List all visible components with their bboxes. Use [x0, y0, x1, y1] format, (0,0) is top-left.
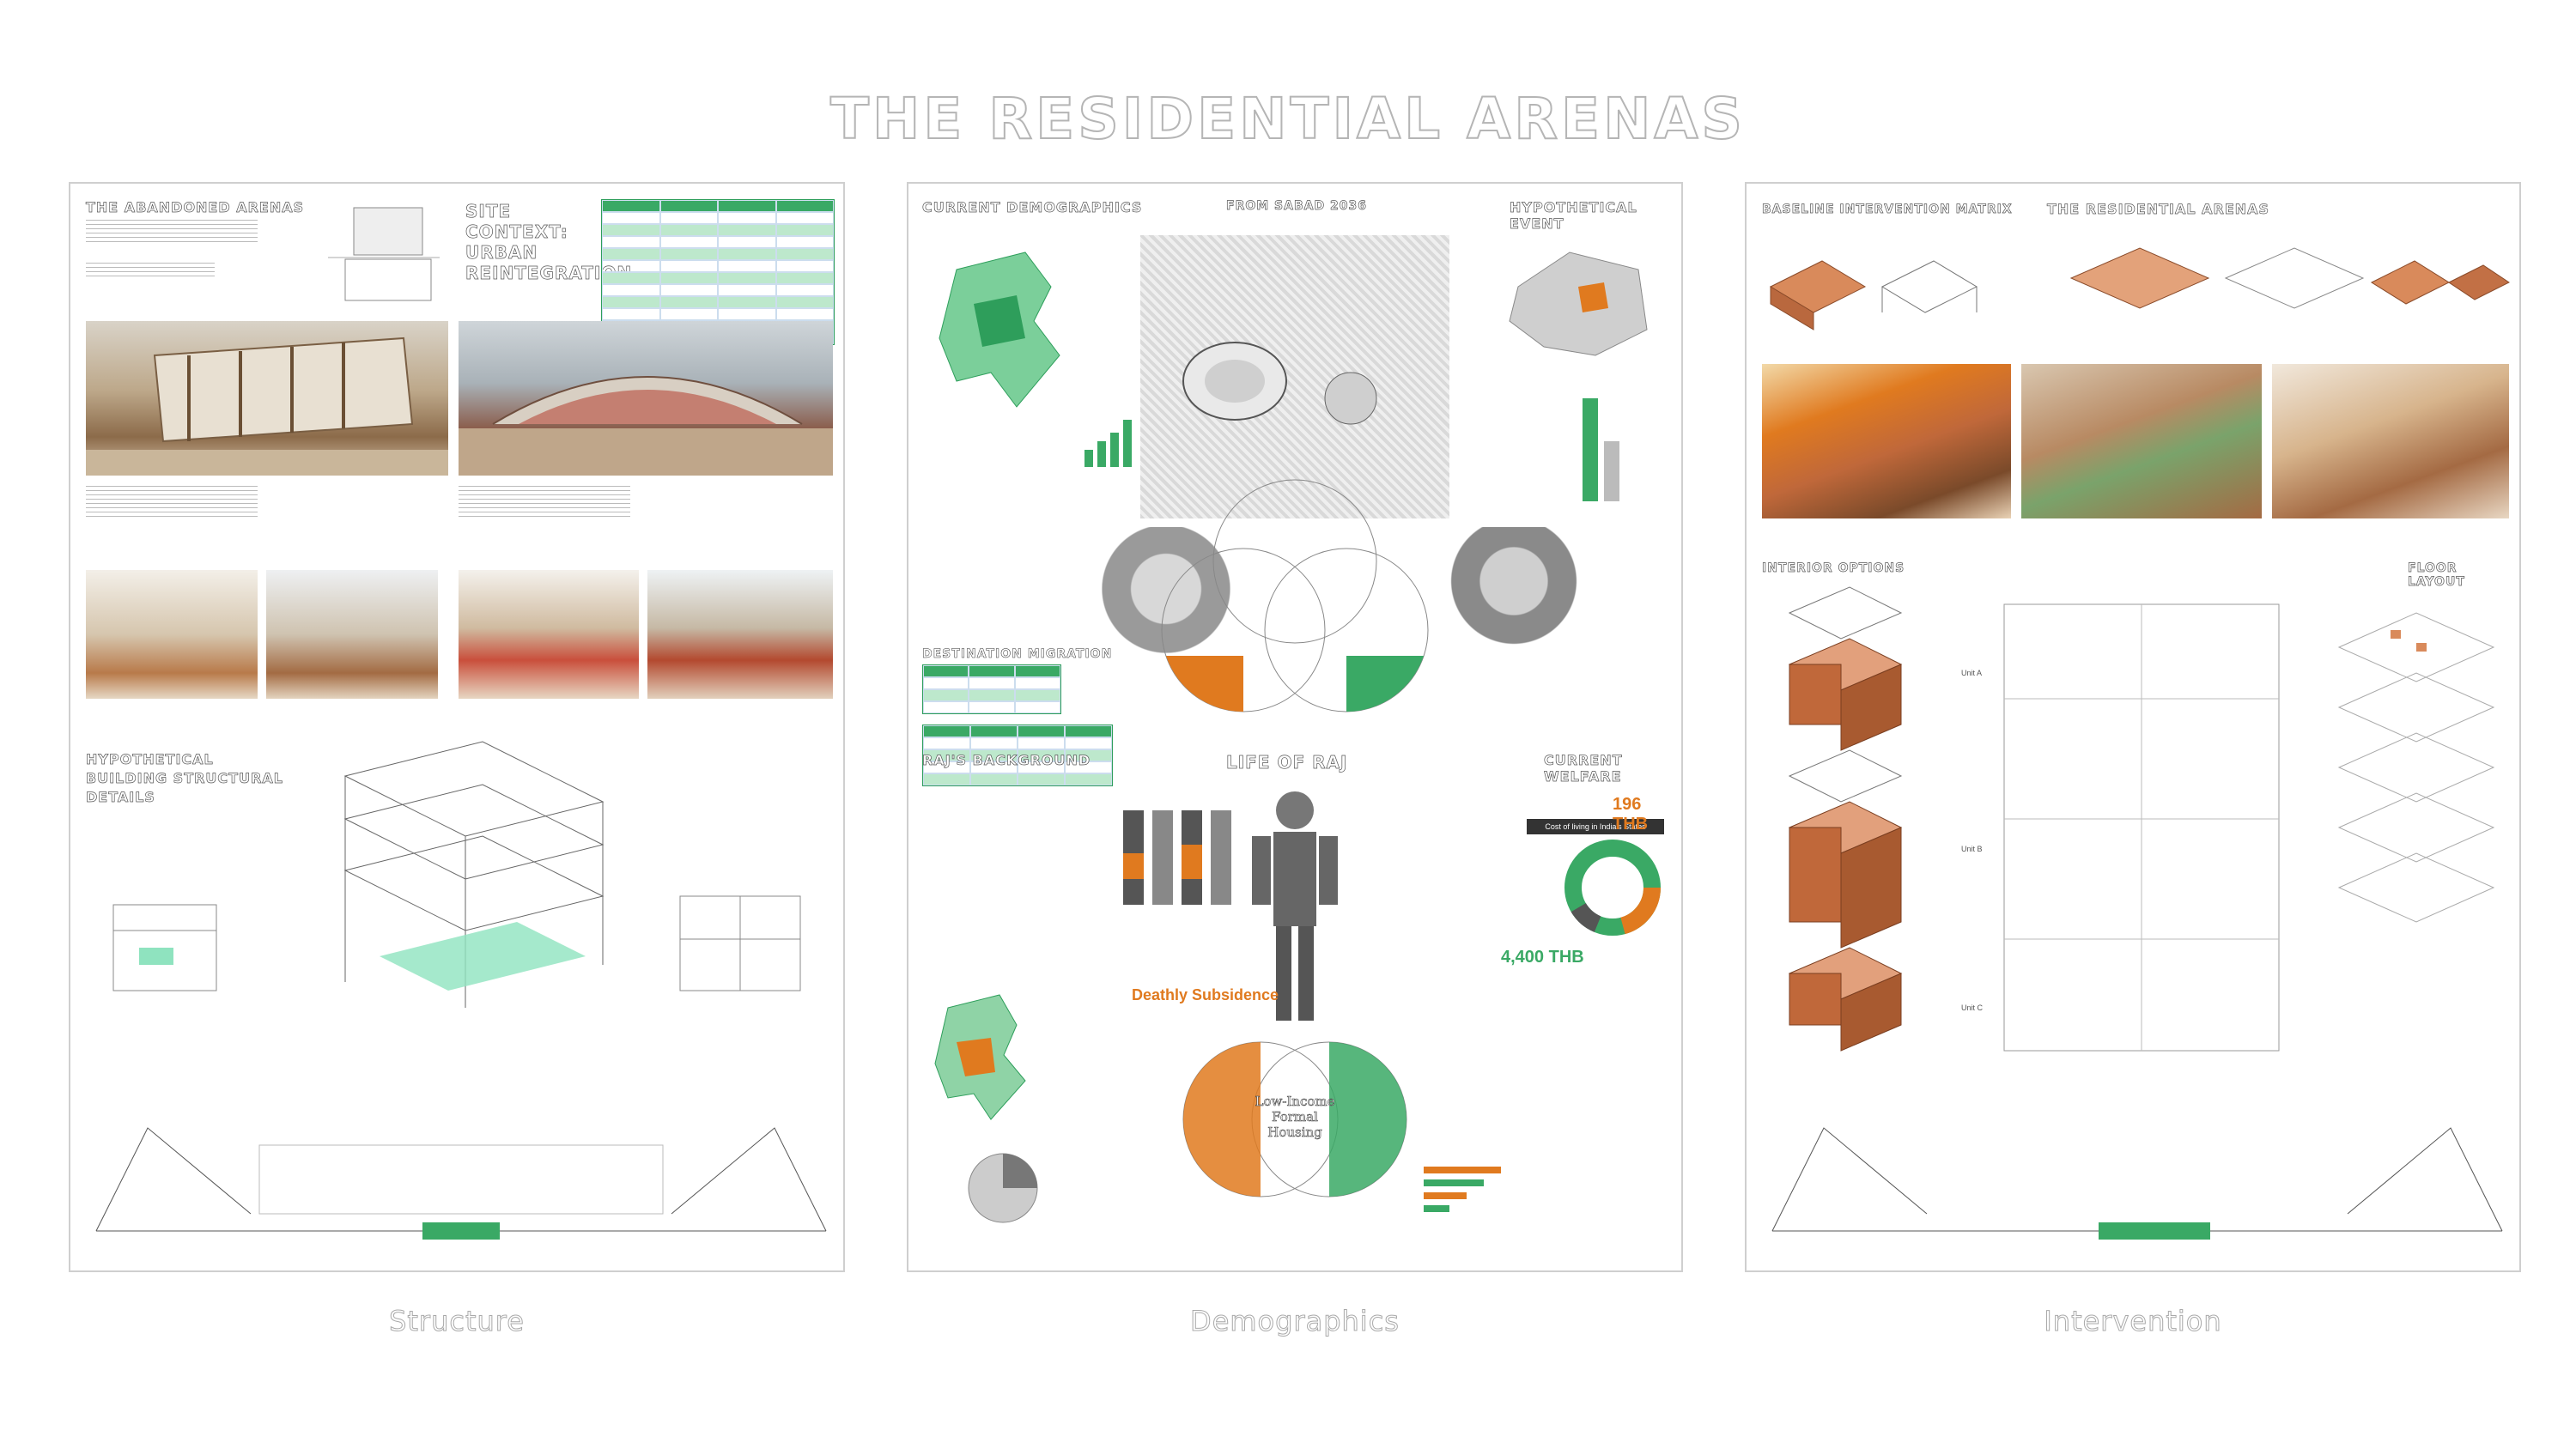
venn-center-label: Low-Income Formal Housing — [1255, 1094, 1335, 1141]
floor-plan-drawing — [2003, 603, 2280, 1052]
intervention-long-section — [1771, 1127, 2503, 1240]
caption-text — [86, 486, 258, 517]
cost-of-living-bar: Cost of living in India's States — [1527, 819, 1664, 834]
stair-section-drawing — [112, 904, 217, 991]
exterior-render-4 — [647, 570, 833, 699]
long-section-drawing — [95, 1127, 827, 1240]
gujarat-map — [1509, 252, 1648, 356]
section-event-heading: HYPOTHETICAL EVENT — [1510, 199, 1637, 233]
board-demographics[interactable]: CURRENT DEMOGRAPHICS FROM SABAD 2036 HYP… — [907, 182, 1683, 1272]
section-life-heading: LIFE OF RAJ — [1226, 752, 1348, 773]
exterior-render-1 — [86, 570, 258, 699]
page-title: THE RESIDENTIAL ARENAS — [829, 85, 1746, 153]
subsidence-heading: Deathly Subsidence — [1132, 986, 1279, 1003]
abandoned-arena-render — [86, 321, 448, 476]
intervention-module-axonometrics — [1769, 247, 2510, 330]
intro-text-block — [86, 263, 215, 276]
gray-pie-chart — [968, 1153, 1038, 1223]
stair-section-drawing-2 — [679, 895, 801, 991]
migration-heading: DESTINATION MIGRATION — [922, 647, 1113, 662]
top-venn-diagram — [1161, 479, 1429, 712]
participation-bar-chart — [1583, 398, 1619, 501]
worker-figure — [1252, 791, 1338, 1021]
stacked-bar-chart — [1123, 810, 1231, 905]
section-interior-heading: INTERIOR OPTIONS — [1762, 561, 1905, 576]
exterior-render-2 — [266, 570, 438, 699]
welfare-donut-chart — [1564, 840, 1661, 936]
section-from-heading: FROM SABAD 2036 — [1226, 199, 1367, 214]
migration-table — [922, 664, 1061, 714]
intro-text-block — [86, 220, 258, 246]
migration-detail-table — [922, 724, 1113, 786]
section-strategy-heading: BASELINE INTERVENTION MATRIX — [1762, 203, 2013, 217]
aerial-site-map — [1140, 235, 1449, 518]
unit-a-label: Unit A — [1961, 669, 1983, 677]
section-welfare-heading: CURRENT WELFARE — [1544, 752, 1623, 785]
site-context-render — [459, 321, 833, 476]
interior-render-courtyard — [2021, 364, 2262, 518]
india-map-green — [939, 252, 1060, 408]
housing-venn-diagram — [1182, 1041, 1407, 1197]
india-map-orange — [934, 994, 1026, 1120]
board-structure[interactable]: THE ABANDONED ARENAS SITE CONTEXT: URBAN… — [69, 182, 845, 1272]
portrait-2 — [1449, 527, 1578, 682]
board-caption-demographics: Demographics — [1190, 1305, 1400, 1338]
section-abandoned-heading: THE ABANDONED ARENAS — [86, 199, 305, 216]
interior-render-market — [1762, 364, 2011, 518]
unit-c-label: Unit C — [1961, 1003, 1984, 1012]
board-3-title: THE RESIDENTIAL ARENAS — [2047, 201, 2270, 218]
board-caption-intervention: Intervention — [2044, 1305, 2222, 1338]
interior-unit-stack — [1788, 586, 1903, 1052]
structural-axonometric-drawing — [343, 741, 605, 1008]
board-caption-structure: Structure — [389, 1305, 525, 1338]
site-plan-diagram — [328, 207, 440, 301]
exploded-floors-axonometric — [2337, 612, 2495, 923]
thb-high-value: 196 THB — [1613, 795, 1649, 834]
section-hypothetical-heading: HYPOTHETICAL BUILDING STRUCTURAL DETAILS — [86, 751, 283, 806]
horizontal-bar-chart — [1424, 1167, 1501, 1212]
caption-text — [459, 486, 630, 517]
board-intervention[interactable]: BASELINE INTERVENTION MATRIX THE RESIDEN… — [1745, 182, 2521, 1272]
thb-low-value: 4,400 THB — [1501, 948, 1584, 967]
section-floor-heading: FLOOR LAYOUT — [2408, 561, 2465, 590]
section-demographics-heading: CURRENT DEMOGRAPHICS — [922, 199, 1143, 216]
unit-b-label: Unit B — [1961, 845, 1983, 853]
section-site-heading: SITE CONTEXT: URBAN REINTEGRATION — [465, 201, 633, 284]
exterior-render-3 — [459, 570, 639, 699]
section-background-heading: RAJ'S BACKGROUND — [922, 752, 1091, 769]
growth-bar-chart — [1084, 420, 1132, 467]
interior-render-unit — [2272, 364, 2509, 518]
